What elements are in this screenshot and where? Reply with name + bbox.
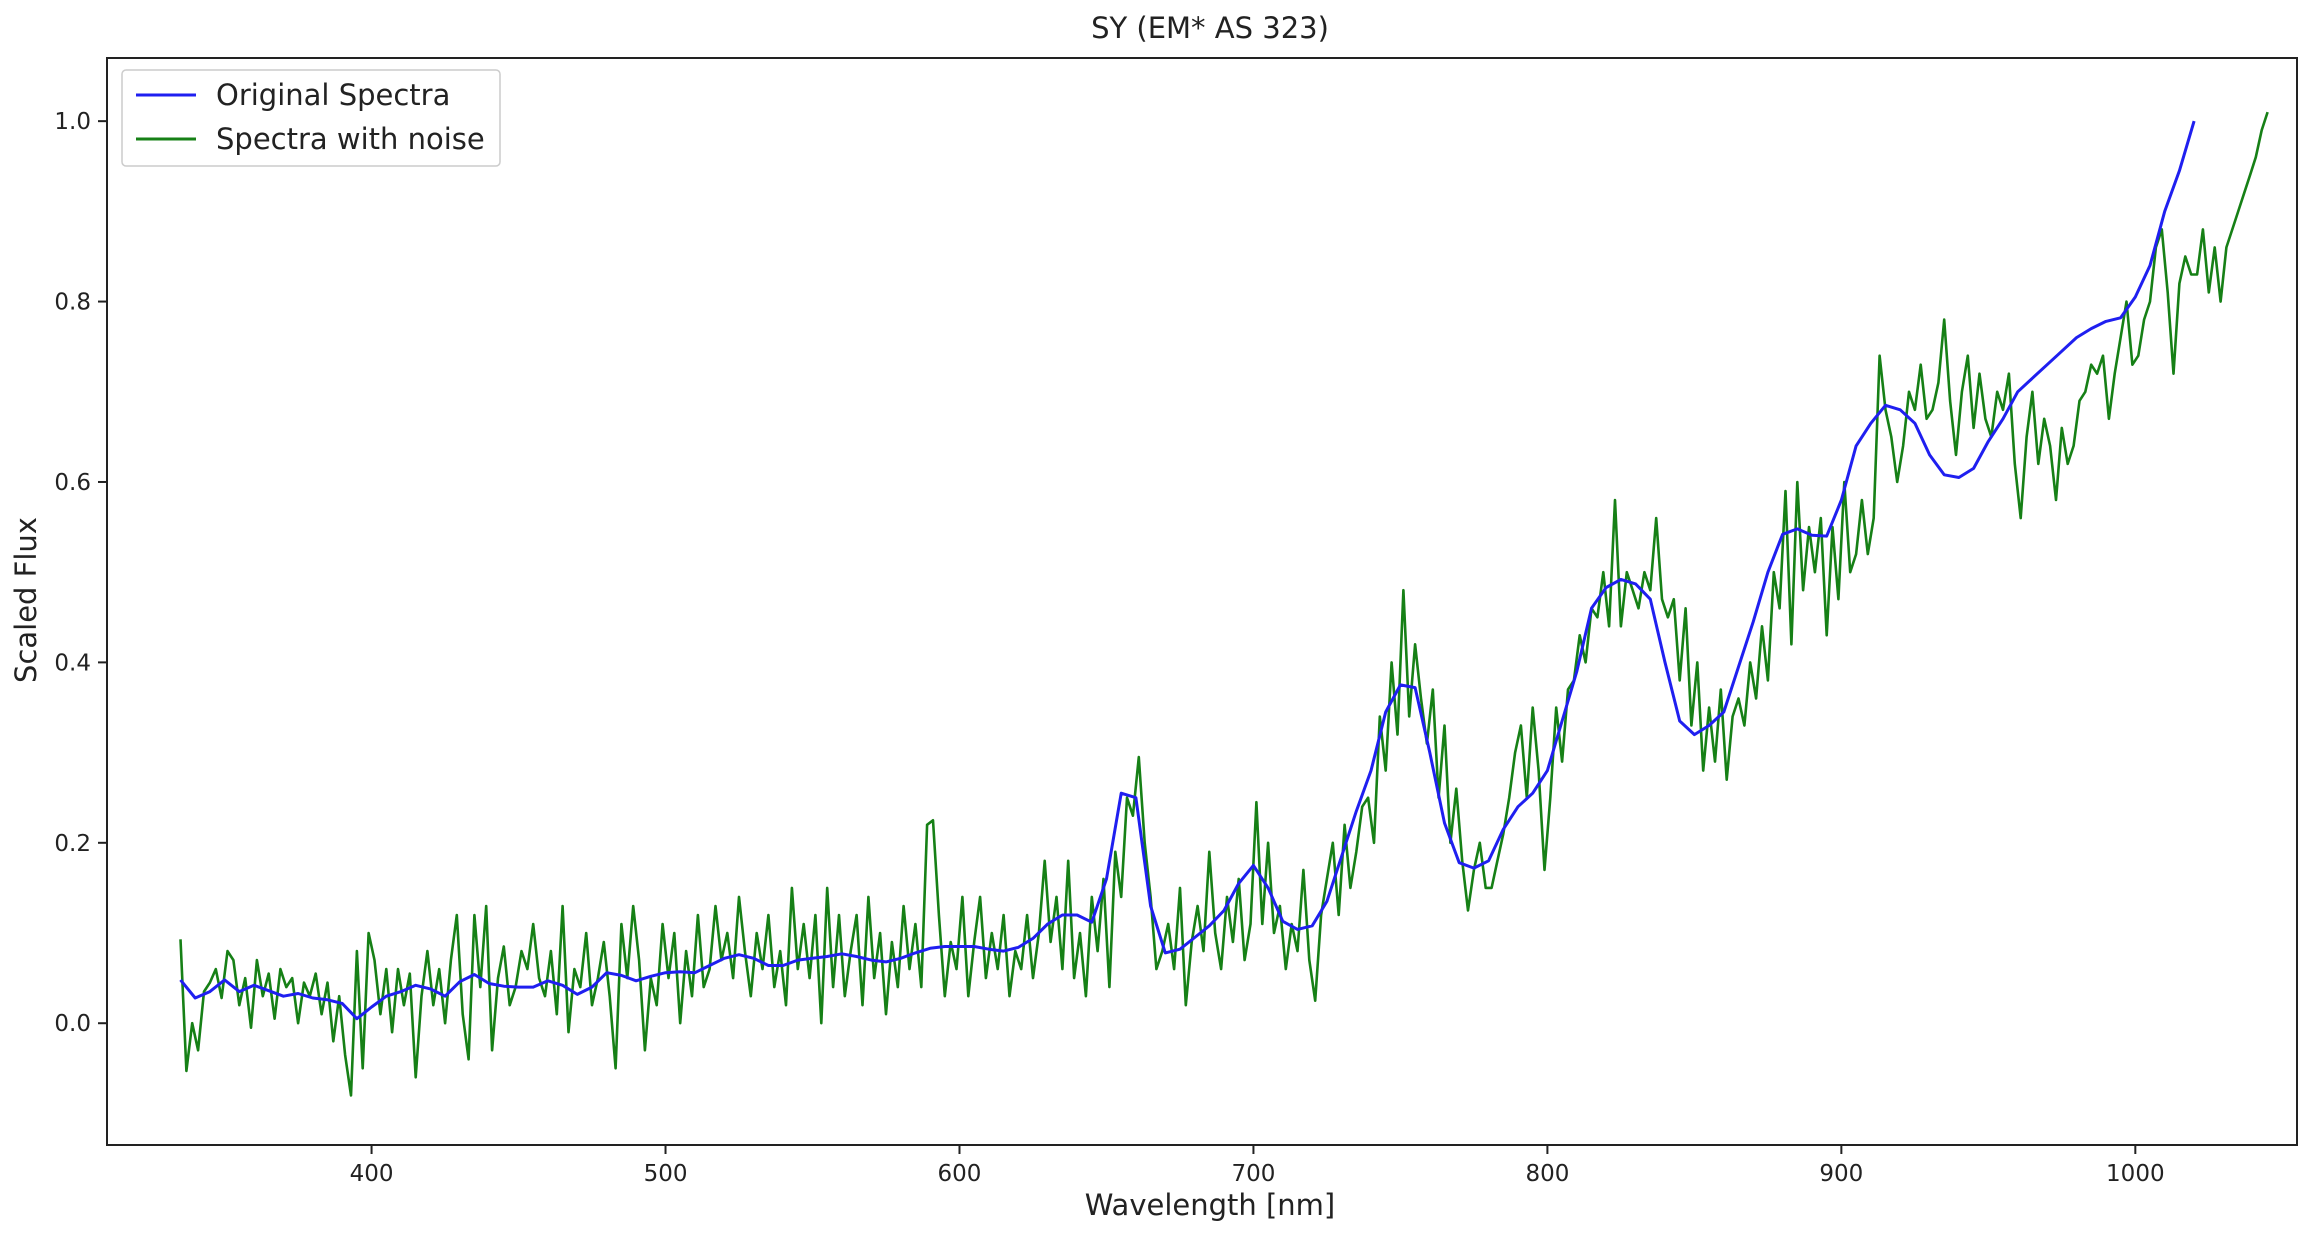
series-line-original-spectra (179, 120, 2196, 1021)
plot-area: 400 500 600 700 800 900 1000 0.0 0.2 0.4 0.6 0.8 1.0 (54, 57, 2298, 1187)
chart-title: SY (EM* AS 323) (1091, 11, 1329, 45)
x-tick-label: 700 (1231, 1161, 1275, 1187)
y-tick-label: 0.0 (54, 1011, 91, 1037)
y-axis-label: Scaled Flux (9, 517, 43, 683)
legend-label-spectra-with-noise: Spectra with noise (216, 122, 485, 156)
y-tick-label: 0.6 (54, 470, 91, 496)
y-tick-label: 0.4 (54, 650, 91, 676)
y-tick-label: 1.0 (54, 109, 91, 135)
plot-frame (106, 57, 2298, 1146)
x-tick-label: 600 (938, 1161, 982, 1187)
legend-label-original-spectra: Original Spectra (216, 78, 450, 112)
legend-frame (121, 69, 501, 167)
legend: Original Spectra Spectra with noise (121, 69, 501, 167)
y-tick-label: 0.2 (54, 831, 91, 857)
x-tick-label: 800 (1525, 1161, 1569, 1187)
x-axis-label: Wavelength [nm] (1085, 1188, 1336, 1222)
x-tick-label: 1000 (2106, 1161, 2165, 1187)
x-tick-label: 500 (644, 1161, 688, 1187)
series-line-spectra-with-noise (179, 111, 2269, 1097)
x-tick-label: 900 (1819, 1161, 1863, 1187)
x-tick-label: 400 (350, 1161, 394, 1187)
y-tick-label: 0.8 (54, 290, 91, 316)
